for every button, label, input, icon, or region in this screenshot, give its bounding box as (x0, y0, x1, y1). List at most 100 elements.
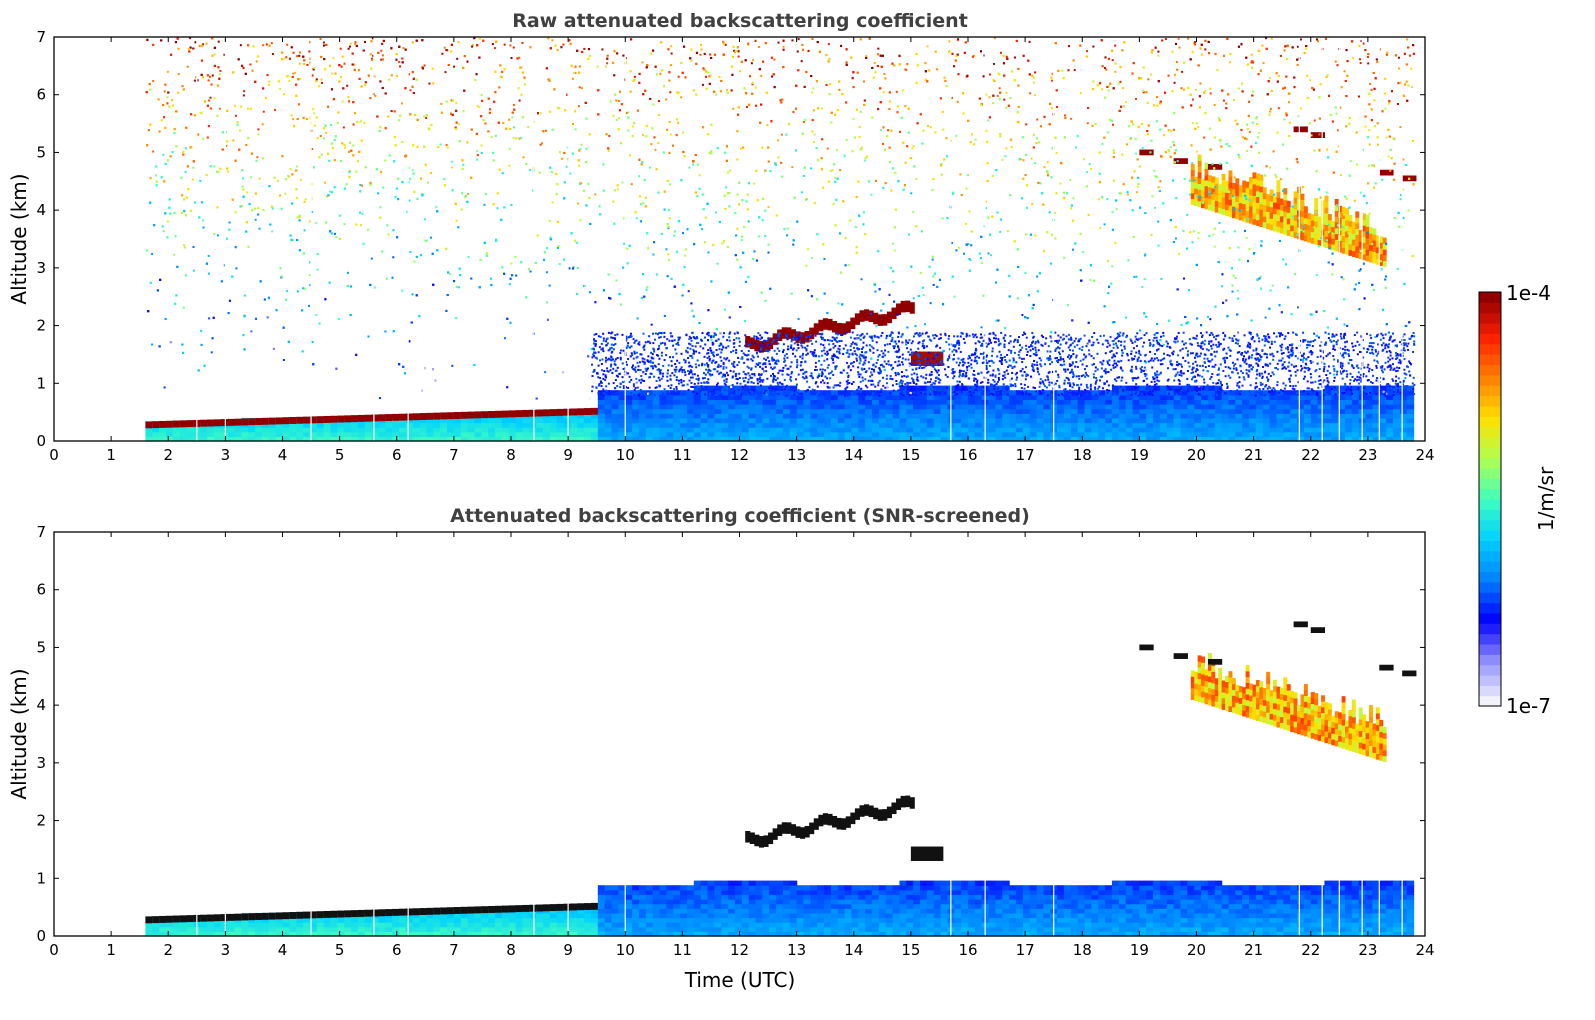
noise-pixel (296, 290, 299, 293)
heatmap-cell (1036, 436, 1045, 442)
noise-pixel (803, 121, 806, 124)
heatmap-cell (878, 417, 887, 424)
high-cloud-cell (1286, 229, 1291, 236)
heatmap-cell (1180, 413, 1188, 419)
heatmap-cell (508, 422, 517, 428)
high-cloud-cell (1235, 201, 1240, 208)
noise-pixel (200, 329, 203, 332)
heatmap-cell (1002, 431, 1010, 437)
heatmap-cell (1290, 404, 1298, 410)
heatmap-cell (453, 431, 462, 437)
heatmap-cell (830, 427, 839, 433)
heatmap-cell (782, 385, 791, 391)
heatmap-cell (1283, 413, 1291, 419)
noise-pixel (444, 71, 447, 74)
noise-pixel (518, 56, 521, 59)
heatmap-cell (1009, 408, 1017, 414)
noise-pixel (1252, 253, 1255, 256)
high-cloud-cell (1290, 207, 1295, 214)
heatmap-cell (940, 399, 949, 405)
high-cloud-cell (1375, 258, 1380, 265)
aerosol-layer-cell (460, 411, 469, 419)
aerosol-layer-cell (392, 413, 400, 421)
heatmap-cell (1310, 394, 1319, 401)
heatmap-cell (796, 394, 805, 401)
noise-pixel (510, 57, 513, 60)
noise-pixel (1191, 241, 1194, 244)
noise-pixel (1237, 297, 1240, 300)
heatmap-cell (782, 436, 791, 442)
heatmap-cell (536, 431, 544, 437)
heatmap-cell (1015, 413, 1024, 419)
high-cloud-cell (1204, 179, 1209, 187)
high-cloud-cell (1238, 196, 1243, 204)
heatmap-cell (412, 417, 421, 424)
heatmap-cell (1139, 385, 1147, 391)
heatmap-cell (1153, 399, 1161, 405)
heatmap-cell (1228, 431, 1236, 437)
heatmap-cell (1180, 390, 1188, 396)
aerosol-layer-cell (590, 407, 599, 415)
noise-pixel (765, 393, 768, 396)
heatmap-cell (652, 394, 661, 401)
heatmap-cell (433, 436, 441, 442)
heatmap-cell (632, 394, 640, 401)
high-cloud-cell (1283, 216, 1288, 224)
heatmap-cell (186, 436, 194, 442)
high-cloud-cell (1197, 195, 1202, 202)
noise-pixel (915, 177, 918, 180)
noise-pixel (346, 84, 349, 87)
heatmap-cell (680, 413, 688, 419)
noise-pixel (509, 44, 512, 47)
heatmap-cell (933, 431, 942, 437)
heatmap-cell (803, 427, 811, 433)
heatmap-cell (1297, 431, 1305, 437)
heatmap-cell (1365, 413, 1374, 419)
heatmap-cell (769, 427, 777, 433)
aerosol-layer-cell (152, 421, 160, 429)
heatmap-cell (1166, 422, 1175, 428)
heatmap-cell (858, 427, 866, 433)
heatmap-cell (618, 413, 626, 419)
noise-pixel (701, 83, 704, 86)
heatmap-cell (1091, 399, 1099, 405)
noise-pixel (296, 196, 299, 199)
heatmap-cell (988, 390, 997, 396)
noise-pixel (355, 223, 358, 226)
heatmap-cell (1399, 390, 1408, 396)
heatmap-cell (584, 422, 592, 428)
heatmap-cell (920, 431, 928, 437)
heatmap-cell (426, 422, 434, 428)
heatmap-cell (1091, 408, 1099, 414)
cloud-top-cell (1173, 158, 1188, 164)
heatmap-cell (666, 427, 674, 433)
noise-pixel (773, 58, 776, 61)
noise-pixel (1385, 392, 1388, 395)
noise-pixel (1218, 221, 1221, 224)
high-cloud-cell (1259, 203, 1264, 210)
heatmap-cell (878, 394, 887, 401)
heatmap-cell (885, 413, 894, 419)
noise-pixel (751, 83, 754, 86)
heatmap-cell (618, 399, 626, 405)
noise-pixel (577, 105, 580, 108)
noise-pixel (1297, 306, 1300, 309)
noise-pixel (629, 90, 632, 93)
noise-pixel (1199, 47, 1202, 50)
high-cloud-cell (1286, 218, 1291, 225)
heatmap-cell (474, 427, 482, 433)
high-cloud-cell (1310, 237, 1315, 244)
heatmap-cell (542, 431, 551, 437)
heatmap-cell (906, 422, 914, 428)
heatmap-cell (213, 436, 222, 442)
high-cloud-cell (1269, 189, 1274, 196)
heatmap-cell (296, 427, 304, 433)
noise-pixel (1135, 97, 1138, 100)
noise-pixel (529, 270, 532, 273)
heatmap-cell (659, 427, 667, 433)
noise-pixel (430, 236, 433, 239)
noise-pixel (467, 255, 470, 258)
heatmap-cell (1283, 436, 1291, 442)
heatmap-cell (481, 417, 489, 424)
heatmap-cell (1125, 436, 1134, 442)
